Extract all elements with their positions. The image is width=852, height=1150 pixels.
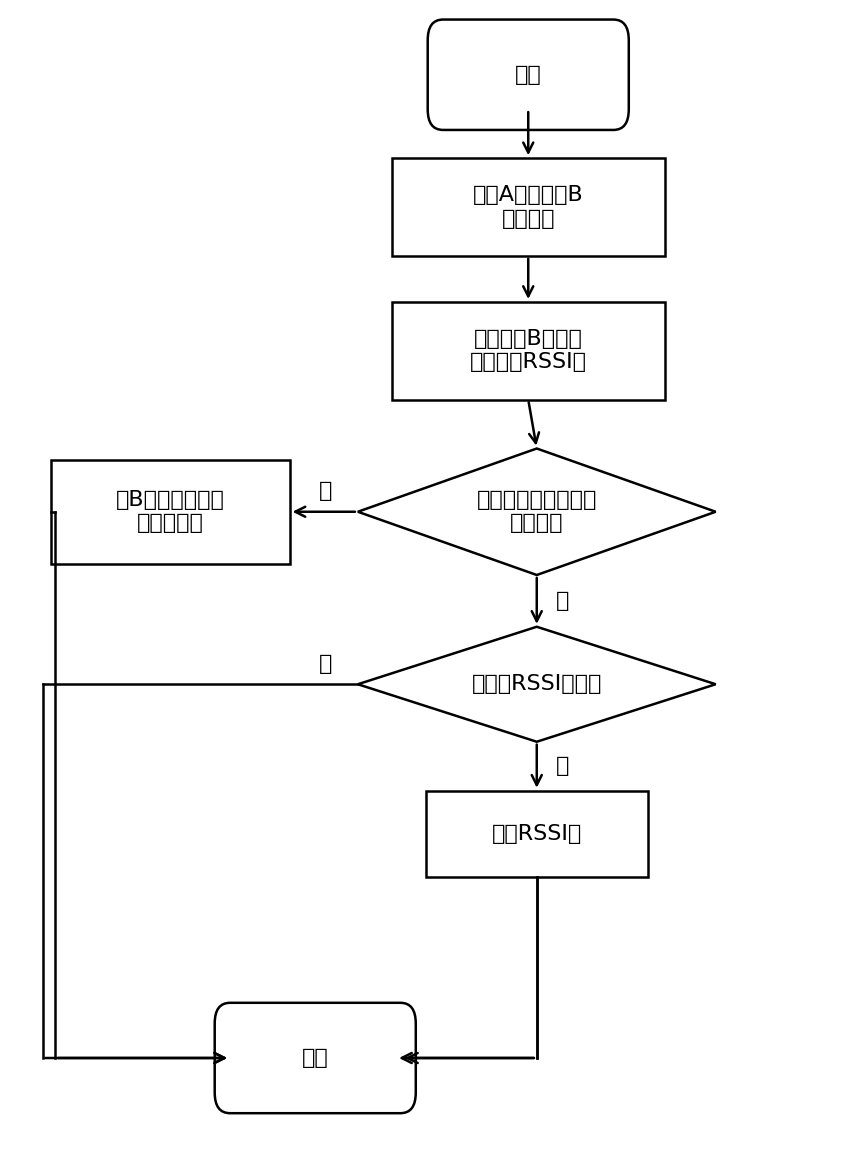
Text: 是: 是 [556, 591, 569, 611]
Bar [426, 791, 648, 876]
Text: 是: 是 [319, 653, 332, 674]
Bar [392, 158, 665, 255]
Text: 否: 否 [319, 481, 332, 501]
FancyBboxPatch shape [428, 20, 629, 130]
Polygon shape [358, 448, 716, 575]
Text: 对应的RSSI值一致: 对应的RSSI值一致 [471, 674, 602, 695]
Text: 否: 否 [556, 757, 569, 776]
FancyBboxPatch shape [215, 1003, 416, 1113]
Text: 更新RSSI值: 更新RSSI值 [492, 823, 582, 844]
Text: 获取节点B的设备
地址以及RSSI值: 获取节点B的设备 地址以及RSSI值 [469, 329, 587, 373]
Polygon shape [358, 627, 716, 742]
Bar [51, 460, 290, 564]
Text: 邻居信息中已存在该
设备地址: 邻居信息中已存在该 设备地址 [476, 490, 597, 534]
Text: 开始: 开始 [515, 64, 542, 85]
Text: 结束: 结束 [302, 1048, 329, 1068]
Text: 节点A收到节点B
的数据包: 节点A收到节点B 的数据包 [473, 185, 584, 229]
Text: 将B的信息存入邻
居信息空间: 将B的信息存入邻 居信息空间 [116, 490, 225, 534]
Bar [392, 301, 665, 400]
